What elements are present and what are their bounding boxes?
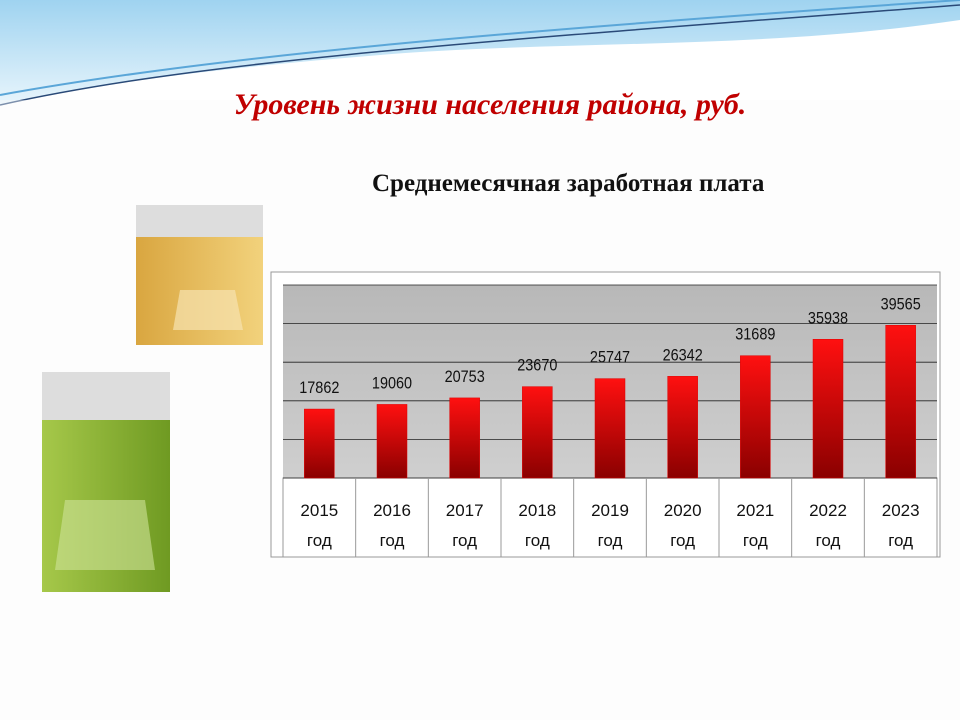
category-area xyxy=(282,477,938,558)
data-label: 25747 xyxy=(590,349,630,367)
bar xyxy=(812,339,844,479)
data-label: 20753 xyxy=(445,368,485,386)
data-label: 17862 xyxy=(299,379,339,397)
x-tick-label: 2022 год xyxy=(809,501,847,550)
data-label: 19060 xyxy=(372,374,412,392)
bar xyxy=(376,404,408,479)
bar xyxy=(449,397,480,479)
data-label: 31689 xyxy=(735,326,775,344)
bar xyxy=(594,378,626,479)
x-tick-label: 2016 год xyxy=(373,501,411,550)
data-label: 39565 xyxy=(881,295,921,313)
data-label: 23670 xyxy=(517,357,557,375)
x-tick-label: 2019 год xyxy=(591,501,629,550)
x-tick-label: 2015 год xyxy=(300,501,339,550)
bar xyxy=(885,325,916,479)
x-tick-label: 2017 год xyxy=(445,501,484,550)
data-label: 35938 xyxy=(808,309,848,327)
bar xyxy=(522,386,553,479)
bar xyxy=(667,376,698,479)
x-tick-label: 2020 год xyxy=(663,501,702,550)
bar xyxy=(304,408,335,479)
chart-title: Среднемесячная заработная плата xyxy=(372,170,765,197)
x-tick-label: 2021 год xyxy=(736,501,775,550)
x-tick-label: 2023 год xyxy=(881,501,920,550)
slide-title: Уровень жизни населения района, руб. xyxy=(233,88,747,121)
bar xyxy=(740,355,771,479)
data-label: 26342 xyxy=(663,346,703,364)
x-tick-label: 2018 год xyxy=(518,501,557,550)
